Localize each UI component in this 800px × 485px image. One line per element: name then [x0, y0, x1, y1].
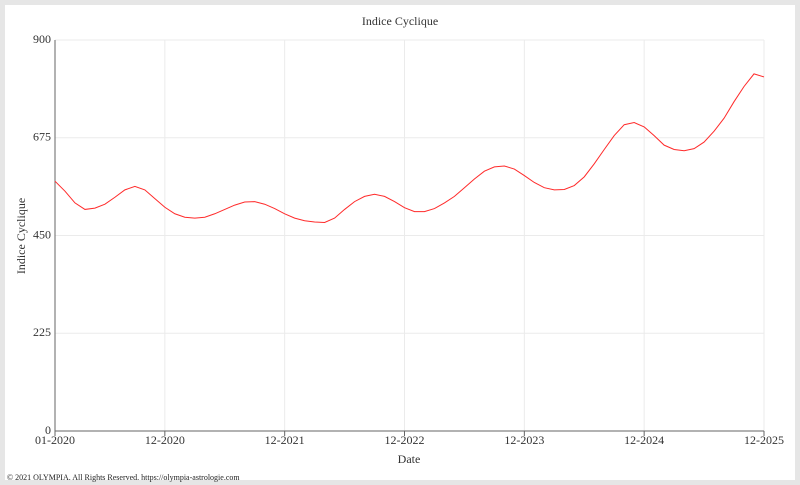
chart-background [5, 5, 795, 480]
footer: © 2021 OLYMPIA. All Rights Reserved. htt… [7, 473, 240, 482]
x-tick-label: 12-2021 [265, 433, 305, 447]
y-tick-label: 900 [33, 32, 51, 46]
y-axis-label: Indice Cyclique [14, 198, 28, 274]
y-tick-label: 675 [33, 130, 51, 144]
x-axis-label: Date [398, 452, 421, 466]
x-tick-label: 12-2025 [744, 433, 784, 447]
chart-title: Indice Cyclique [362, 14, 438, 28]
x-tick-label: 12-2023 [504, 433, 544, 447]
y-tick-label: 450 [33, 227, 51, 241]
x-tick-label: 01-2020 [35, 433, 75, 447]
y-tick-label: 225 [33, 325, 51, 339]
x-tick-label: 12-2022 [385, 433, 425, 447]
x-tick-label: 12-2020 [145, 433, 185, 447]
data-line [54, 73, 765, 223]
x-tick-label: 12-2024 [624, 433, 664, 447]
y-tick-label: 0 [45, 423, 51, 437]
